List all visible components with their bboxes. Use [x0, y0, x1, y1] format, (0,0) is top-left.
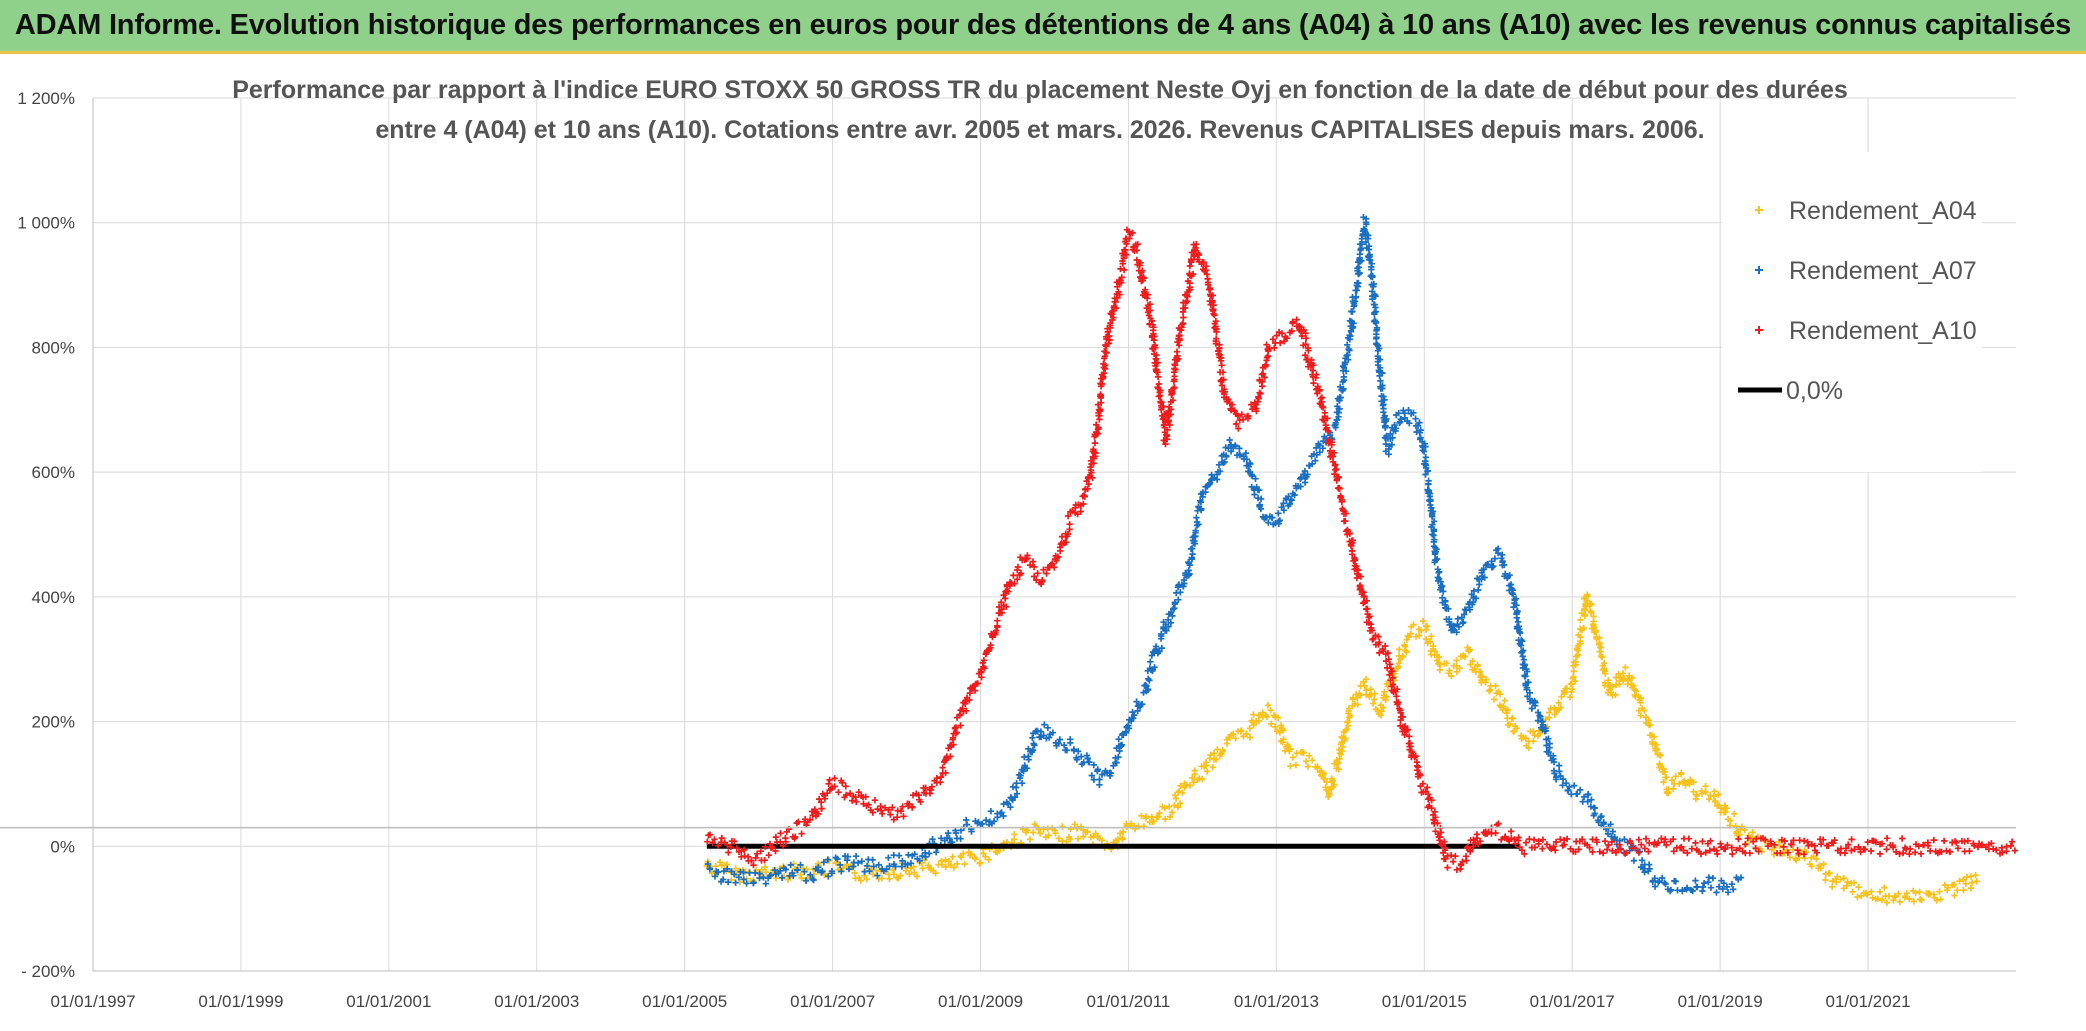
y-tick-label: 400% — [32, 588, 75, 607]
legend-marker — [1755, 206, 1763, 214]
x-tick-label: 01/01/2007 — [790, 992, 875, 1011]
axes: - 200% 0% 200% 400% 600% 800% 1 000% 1 200% 01/0… — [0, 89, 2016, 1011]
x-tick-label: 01/01/1997 — [50, 992, 135, 1011]
series-markers — [704, 214, 1745, 896]
report-banner: ADAM Informe. Evolution historique des p… — [0, 0, 2086, 54]
x-tick-label: 01/01/2021 — [1826, 992, 1911, 1011]
x-tick-label: 01/01/2017 — [1530, 992, 1615, 1011]
x-tick-label: 01/01/2015 — [1382, 992, 1467, 1011]
legend-marker — [1755, 326, 1763, 334]
y-tick-label: 800% — [32, 338, 75, 357]
y-tick-label: - 200% — [21, 962, 75, 981]
x-tick-label: 01/01/2005 — [642, 992, 727, 1011]
y-tick-label: 1 200% — [17, 89, 75, 108]
x-tick-label: 01/01/1999 — [198, 992, 283, 1011]
chart-title-line-1: Performance par rapport à l'indice EURO … — [232, 76, 1848, 104]
legend-label: 0,0% — [1786, 377, 1843, 405]
legend-label: Rendement_A10 — [1789, 317, 1977, 345]
y-tick-label: 200% — [32, 713, 75, 732]
x-tick-label: 01/01/2013 — [1234, 992, 1319, 1011]
y-tick-label: 1 000% — [17, 214, 75, 233]
legend-marker — [1755, 266, 1763, 274]
legend-box — [1722, 152, 1982, 472]
legend-label: Rendement_A07 — [1789, 257, 1977, 285]
series-layer — [703, 214, 2019, 906]
y-tick-label: 0% — [50, 837, 75, 856]
series-rendement-a07 — [704, 214, 1745, 896]
x-tick-label: 01/01/2009 — [938, 992, 1023, 1011]
series-markers — [704, 226, 2019, 873]
legend-label: Rendement_A04 — [1789, 197, 1977, 225]
x-tick-label: 01/01/2003 — [494, 992, 579, 1011]
series-rendement-a10 — [704, 226, 2019, 873]
y-tick-label: 600% — [32, 463, 75, 482]
x-tick-label: 01/01/2019 — [1678, 992, 1763, 1011]
chart-title-line-2: entre 4 (A04) et 10 ans (A10). Cotations… — [375, 116, 1704, 144]
legend: Rendement_A04 Rendement_A07 Rendement_A10 0… — [1722, 152, 1982, 472]
report-title: ADAM Informe. Evolution historique des p… — [14, 9, 2072, 41]
x-tick-label: 01/01/2001 — [346, 992, 431, 1011]
x-tick-label: 01/01/2011 — [1087, 992, 1171, 1011]
performance-chart: - 200% 0% 200% 400% 600% 800% 1 000% 1 200% 01/0… — [0, 54, 2086, 1031]
